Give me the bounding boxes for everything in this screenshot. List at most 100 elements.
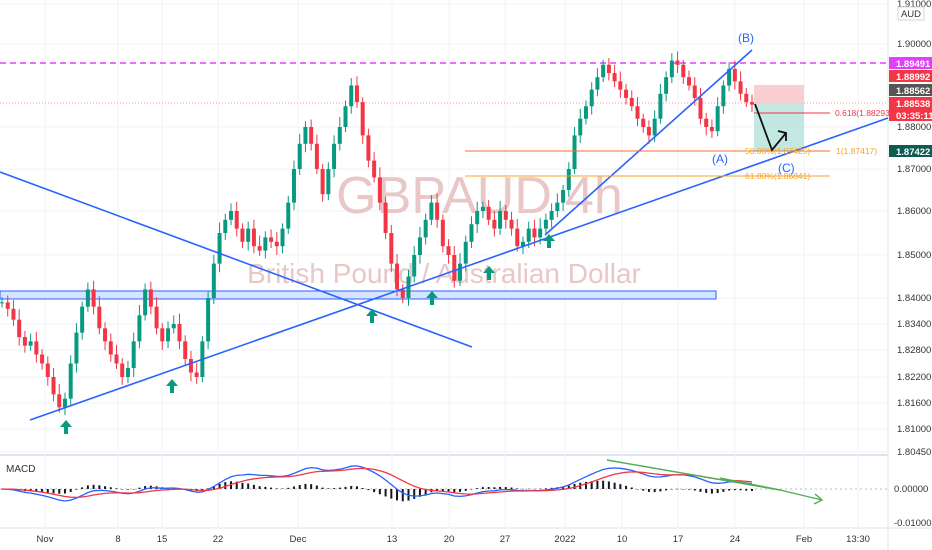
candle-body[interactable] [469, 224, 474, 242]
candle-body[interactable] [744, 93, 749, 103]
candle-body[interactable] [629, 97, 634, 107]
candle-body[interactable] [97, 306, 102, 329]
up-arrow-icon[interactable] [426, 291, 438, 305]
ascending-trendline-main[interactable] [29, 117, 889, 421]
candle-body[interactable] [57, 394, 62, 408]
candle-body[interactable] [131, 341, 136, 368]
candle-body[interactable] [246, 228, 251, 242]
candle-body[interactable] [274, 241, 279, 247]
macd-signal-line[interactable] [1, 467, 753, 499]
candle-body[interactable] [160, 328, 165, 342]
candle-body[interactable] [309, 127, 314, 144]
candle-body[interactable] [286, 202, 291, 229]
candle-body[interactable] [188, 359, 193, 373]
candle-body[interactable] [583, 106, 588, 119]
candle-body[interactable] [572, 135, 577, 169]
candle-body[interactable] [412, 255, 417, 277]
candle-body[interactable] [303, 127, 308, 144]
candle-body[interactable] [34, 341, 39, 355]
candle-body[interactable] [120, 363, 125, 378]
candle-body[interactable] [234, 211, 239, 229]
candle-body[interactable] [669, 60, 674, 78]
candle-body[interactable] [709, 127, 714, 132]
candle-body[interactable] [509, 219, 514, 229]
candle-body[interactable] [51, 377, 56, 395]
candle-body[interactable] [646, 127, 651, 136]
candle-body[interactable] [28, 341, 33, 346]
candle-body[interactable] [698, 97, 703, 119]
candle-body[interactable] [211, 263, 216, 298]
candle-body[interactable] [549, 211, 554, 220]
candle-body[interactable] [526, 228, 531, 242]
projection-path[interactable] [754, 103, 787, 152]
candle-body[interactable] [612, 73, 617, 82]
candle-body[interactable] [543, 219, 548, 229]
candle-body[interactable] [429, 202, 434, 220]
candle-body[interactable] [738, 81, 743, 94]
candle-body[interactable] [137, 315, 142, 342]
candle-body[interactable] [217, 233, 222, 264]
candle-body[interactable] [240, 228, 245, 242]
support-zone[interactable] [0, 290, 717, 300]
candle-body[interactable] [314, 143, 319, 169]
candle-body[interactable] [251, 228, 256, 247]
candle-body[interactable] [578, 118, 583, 136]
up-arrow-icon[interactable] [543, 234, 555, 248]
candle-body[interactable] [624, 89, 629, 98]
candle-body[interactable] [125, 368, 130, 377]
candle-body[interactable] [498, 211, 503, 229]
descending-trendline[interactable] [0, 171, 473, 348]
candle-body[interactable] [223, 219, 228, 233]
candle-body[interactable] [171, 324, 176, 329]
candle-body[interactable] [503, 211, 508, 220]
candle-body[interactable] [332, 143, 337, 169]
candle-body[interactable] [229, 211, 234, 220]
time-axis[interactable]: Nov 8 15 22 Dec 13 20 27 2022 10 17 24 Feb 13:30 [37, 534, 870, 545]
ascending-trendline-steep[interactable] [544, 49, 753, 236]
candle-body[interactable] [704, 118, 709, 127]
candle-body[interactable] [206, 298, 211, 342]
candle-body[interactable] [440, 219, 445, 247]
candle-body[interactable] [183, 341, 188, 359]
candle-body[interactable] [74, 332, 79, 364]
candle-body[interactable] [561, 190, 566, 203]
candle-body[interactable] [452, 255, 457, 281]
candle-body[interactable] [687, 77, 692, 86]
candle-body[interactable] [177, 324, 182, 342]
candle-body[interactable] [520, 241, 525, 247]
candle-body[interactable] [343, 106, 348, 127]
candle-body[interactable] [280, 228, 285, 247]
candle-body[interactable] [68, 363, 73, 399]
candle-body[interactable] [360, 102, 365, 136]
macd-divergence-line[interactable] [606, 459, 781, 491]
candle-body[interactable] [515, 228, 520, 247]
candle-body[interactable] [5, 302, 10, 309]
candle-body[interactable] [103, 328, 108, 342]
candle-body[interactable] [194, 372, 199, 378]
candle-body[interactable] [154, 306, 159, 329]
candle-body[interactable] [486, 206, 491, 220]
candle-body[interactable] [269, 237, 274, 242]
candle-body[interactable] [692, 85, 697, 98]
candle-body[interactable] [555, 202, 560, 211]
candle-body[interactable] [618, 81, 623, 90]
candle-body[interactable] [595, 77, 600, 90]
up-arrow-icon[interactable] [483, 266, 495, 280]
candle-body[interactable] [257, 246, 262, 251]
candle-body[interactable] [417, 237, 422, 255]
candle-body[interactable] [589, 89, 594, 107]
candle-body[interactable] [354, 85, 359, 103]
up-arrow-icon[interactable] [60, 420, 72, 434]
candle-body[interactable] [297, 143, 302, 169]
up-arrow-icon[interactable] [166, 379, 178, 393]
candle-body[interactable] [400, 289, 405, 298]
candle-body[interactable] [166, 328, 171, 342]
price-axis[interactable]: 1.91000 1.90000 1.88000 1.87000 1.86000 1.850… [894, 0, 932, 529]
candle-body[interactable] [11, 308, 16, 320]
candle-body[interactable] [721, 85, 726, 107]
candle-body[interactable] [601, 64, 606, 78]
up-arrow-icon[interactable] [366, 309, 378, 323]
candle-body[interactable] [389, 233, 394, 264]
candle-body[interactable] [492, 219, 497, 229]
candle-body[interactable] [114, 354, 119, 364]
